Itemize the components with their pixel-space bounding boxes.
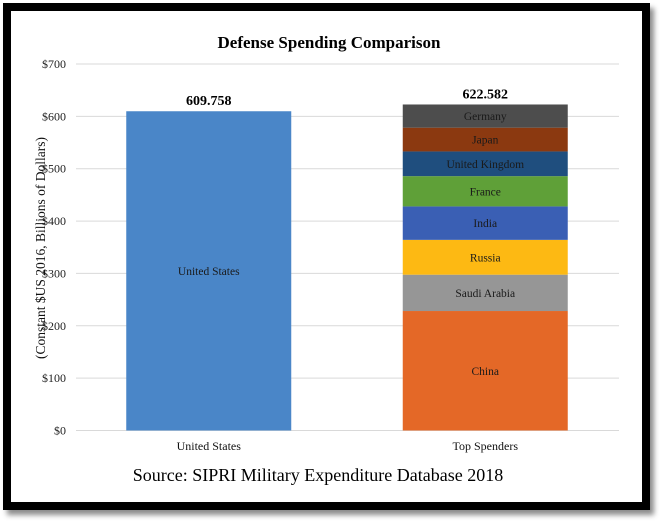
segment-label: Germany [464,111,507,123]
y-tick-label: $400 [42,214,66,228]
source-note: Source: SIPRI Military Expenditure Datab… [133,465,503,485]
y-tick-label: $500 [42,162,66,176]
total-data-label: 622.582 [463,87,509,102]
segment-label: China [472,366,499,378]
bar-segment-china [402,311,568,431]
segment-label: India [473,218,497,230]
bar-segment-russia [402,239,568,275]
bar-segment-japan [402,127,568,152]
y-tick-label: $700 [42,57,66,71]
y-tick-label: $300 [42,266,66,280]
y-tick-label: $0 [54,424,66,438]
x-tick-label: Top Spenders [453,439,519,453]
y-tick-label: $100 [42,371,66,385]
y-tick-label: $600 [42,109,66,123]
segment-label: Russia [470,252,501,264]
y-axis-label: (Constant $US 2016, Billions of Dollars) [33,137,48,359]
x-tick-label: United States [177,439,242,453]
segment-label: Japan [472,135,498,147]
total-data-label: 609.758 [186,94,232,109]
bar-segment-india [402,206,568,240]
segment-label: France [470,186,501,198]
bar-segment-germany [402,104,568,128]
segment-label: Saudi Arabia [455,288,515,300]
bar-segment-united-kingdom [402,151,568,177]
segment-label: United Kingdom [446,159,524,171]
y-axis-ticks: $0 $100 $200 $300 $400 $500 $600 $700 [42,57,66,438]
chart-title: Defense Spending Comparison [218,33,441,52]
bar-segment-france [402,176,568,207]
y-tick-label: $200 [42,319,66,333]
bar-segment-saudi-arabia [402,274,568,312]
bar-segment-united-states [126,111,292,431]
x-axis-categories: United States Top Spenders [177,439,519,453]
bars: United States 609.758 China Saudi Arabia Rus… [126,87,568,431]
segment-label: United States [178,266,240,278]
